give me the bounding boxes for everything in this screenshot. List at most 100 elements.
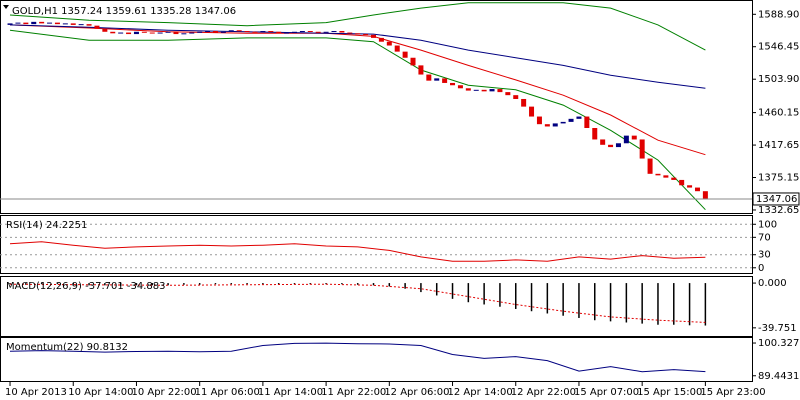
rsi-panel-frame xyxy=(0,215,753,274)
candle xyxy=(118,32,124,34)
x-tick-label: 10 Apr 14:00 xyxy=(68,387,133,398)
x-tick-label: 15 Apr 23:00 xyxy=(700,387,765,398)
candle xyxy=(133,31,139,35)
candle xyxy=(378,37,384,42)
candle xyxy=(410,57,416,66)
candle xyxy=(457,85,463,89)
candle xyxy=(497,89,503,93)
indicator-line xyxy=(9,2,706,51)
x-tick-label: 10 Apr 22:00 xyxy=(131,387,196,398)
candle xyxy=(465,88,471,91)
y-tick-label: 0 xyxy=(758,263,764,274)
candle xyxy=(631,135,637,140)
candle xyxy=(7,23,13,25)
x-tick-label: 15 Apr 07:00 xyxy=(574,387,639,398)
candle xyxy=(260,31,266,33)
candle xyxy=(141,31,147,33)
y-tick-label: 70 xyxy=(758,232,771,243)
candle xyxy=(679,179,685,186)
candle xyxy=(31,21,37,25)
candle xyxy=(284,32,290,34)
y-tick-label: 89.4431 xyxy=(758,371,799,382)
candle xyxy=(576,116,582,119)
x-tick-label: 15 Apr 15:00 xyxy=(637,387,702,398)
candle xyxy=(647,158,653,174)
x-tick-label: 10 Apr 2013 xyxy=(5,387,67,398)
candle xyxy=(189,32,195,34)
panel-title: Momentum(22) 90.8132 xyxy=(6,342,128,353)
candle xyxy=(220,31,226,33)
candle xyxy=(39,21,45,24)
candle xyxy=(663,175,669,178)
candle xyxy=(560,121,566,124)
candle xyxy=(331,31,337,33)
indicator-line xyxy=(9,24,706,156)
candle xyxy=(655,173,661,176)
y-tick-label: -39.751 xyxy=(758,323,797,334)
y-tick-label: 100 xyxy=(758,219,777,230)
candle xyxy=(529,106,535,117)
candle xyxy=(623,135,629,144)
y-tick-label: 30 xyxy=(758,250,771,261)
candle xyxy=(15,22,21,24)
candle xyxy=(236,30,242,32)
candle xyxy=(86,24,92,26)
y-tick-label: 1332.65 xyxy=(758,205,799,216)
candle xyxy=(268,31,274,33)
indicator-line xyxy=(9,241,706,262)
candle xyxy=(299,31,305,33)
indicator-line xyxy=(9,342,706,373)
candle xyxy=(181,33,187,35)
x-tick-label: 11 Apr 06:00 xyxy=(195,387,260,398)
main-panel-frame xyxy=(0,0,753,214)
candle xyxy=(70,23,76,25)
symbol-marker xyxy=(3,5,9,9)
candle xyxy=(228,30,234,32)
candle xyxy=(639,139,645,159)
x-tick-label: 11 Apr 14:00 xyxy=(258,387,323,398)
candle xyxy=(702,191,708,199)
candle xyxy=(552,123,558,127)
candle xyxy=(110,31,116,34)
y-tick-label: 100.327 xyxy=(758,338,799,349)
candle xyxy=(481,89,487,92)
candle xyxy=(149,32,155,34)
candle xyxy=(615,143,621,148)
candle xyxy=(47,22,53,24)
momentum-panel-frame xyxy=(0,337,753,382)
y-tick-label: 1375.15 xyxy=(758,173,799,184)
macd-panel-frame xyxy=(0,276,753,337)
candle xyxy=(608,144,614,148)
indicator-line xyxy=(9,29,706,211)
candle xyxy=(402,51,408,58)
y-tick-label: 1588.90 xyxy=(758,9,799,20)
candle xyxy=(157,32,163,34)
candle xyxy=(473,89,479,91)
last-price-box xyxy=(752,192,800,206)
candle xyxy=(252,31,258,33)
candle xyxy=(94,25,100,29)
candle xyxy=(23,22,29,25)
last-price-label: 1347.06 xyxy=(756,194,797,205)
candle xyxy=(513,95,519,99)
candle xyxy=(536,116,542,125)
candle xyxy=(165,31,171,33)
candle xyxy=(355,33,361,35)
candle xyxy=(568,118,574,122)
candle xyxy=(363,34,369,36)
candle xyxy=(394,45,400,52)
x-tick-label: 12 Apr 14:00 xyxy=(448,387,513,398)
candle xyxy=(307,31,313,33)
candle xyxy=(418,65,424,75)
candle xyxy=(276,31,282,34)
y-tick-label: 1417.65 xyxy=(758,140,799,151)
indicator-line xyxy=(9,24,706,89)
candle xyxy=(244,31,250,33)
candle xyxy=(442,78,448,83)
candle xyxy=(450,82,456,86)
candle xyxy=(291,31,297,33)
candle xyxy=(315,31,321,33)
candle xyxy=(339,31,345,33)
panel-title: GOLD,H1 1357.24 1359.61 1335.28 1347.06 xyxy=(12,6,236,17)
candle xyxy=(426,74,432,81)
